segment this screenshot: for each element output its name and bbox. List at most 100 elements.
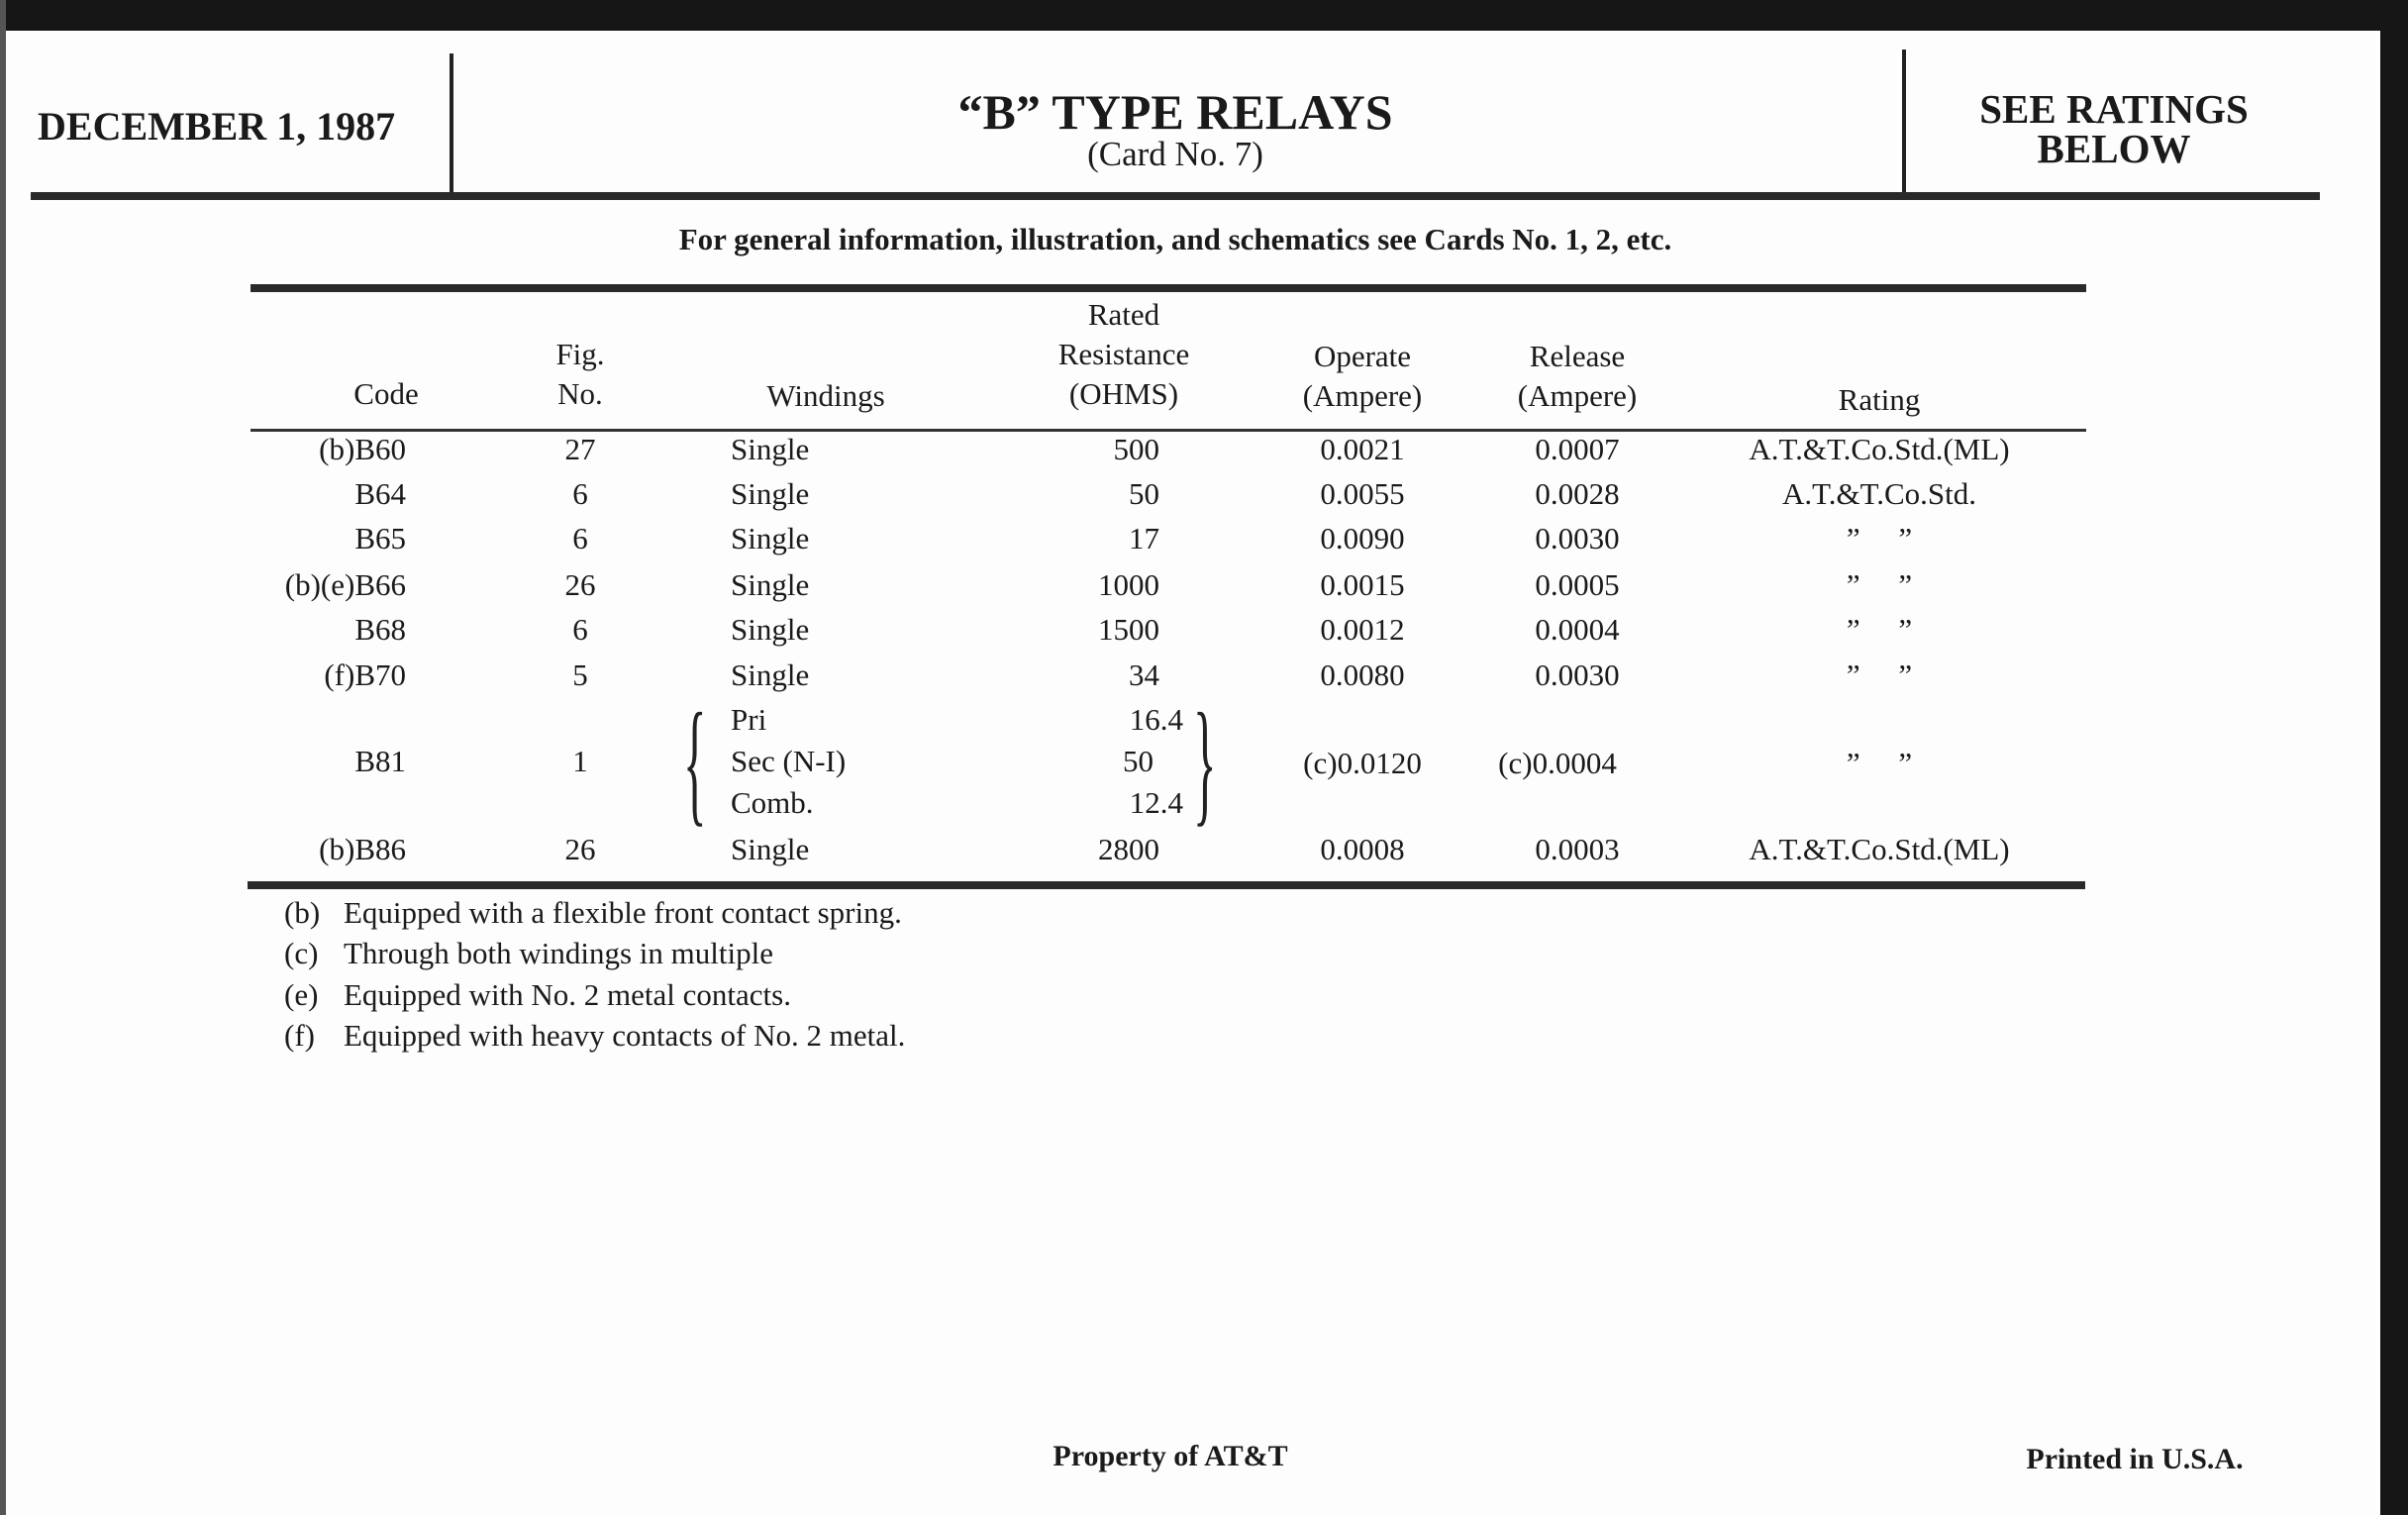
cell-release: 0.0007 [1535, 432, 1620, 466]
cell-fig: 26 [564, 567, 596, 602]
cell-release: 0.0005 [1535, 567, 1620, 602]
cell-fig: 1 [572, 744, 588, 778]
footnote-text: Equipped with No. 2 metal contacts. [344, 977, 791, 1012]
cell-fig: 27 [564, 432, 596, 466]
right-brace-icon: } [1193, 685, 1217, 839]
cell-resistance: 500 [1113, 432, 1160, 466]
cell-operate: 0.0008 [1320, 832, 1405, 866]
footnote: (f) Equipped with heavy contacts of No. 2… [284, 1018, 905, 1054]
scan-border-right [2380, 0, 2408, 1515]
cell-rating: ” ” [1846, 521, 1913, 556]
cell-code: B68 [354, 612, 406, 647]
col-resistance: Resistance [1057, 337, 1190, 371]
cell-code: B81 [354, 744, 406, 778]
cell-rating: A.T.&T.Co.Std.(ML) [1749, 432, 2010, 466]
cell-winding: Comb. [731, 785, 814, 820]
cell-resistance: 12.4 [1129, 785, 1183, 820]
cell-fig: 5 [572, 657, 588, 692]
col-operate: (Ampere) [1302, 378, 1423, 413]
cell-code: B65 [354, 521, 406, 556]
footnote: (b) Equipped with a flexible front contac… [284, 895, 902, 931]
col-code: Code [353, 376, 419, 411]
cell-resistance: 17 [1129, 521, 1159, 556]
cell-resistance: 16.4 [1129, 702, 1183, 737]
table-top-rule [251, 284, 2086, 292]
cell-fig: 6 [572, 521, 588, 556]
cell-fig: 6 [572, 476, 588, 511]
cell-resistance: 1000 [1098, 567, 1159, 602]
cell-resistance: 2800 [1098, 832, 1159, 866]
col-windings: Windings [766, 378, 885, 413]
footnote-text: Equipped with a flexible front contact s… [344, 895, 902, 930]
cell-operate: (c)0.0120 [1303, 746, 1422, 780]
footnote: (c) Through both windings in multiple [284, 936, 773, 971]
cell-fig: 6 [572, 612, 588, 647]
col-fig: No. [557, 376, 603, 411]
footnote-key: (e) [284, 977, 319, 1012]
col-release: (Ampere) [1517, 378, 1638, 413]
left-brace-icon: { [683, 685, 707, 839]
cell-winding: Sec (N-I) [731, 744, 847, 778]
col-release: Release [1529, 339, 1626, 373]
cell-rating: A.T.&T.Co.Std. [1781, 476, 1977, 511]
cell-windings: Single [731, 567, 810, 602]
header-divider [1902, 50, 1906, 196]
cell-release: 0.0030 [1535, 521, 1620, 556]
ratings-note: SEE RATINGS BELOW [1921, 86, 2307, 171]
card-title: “B” TYPE RELAYS [957, 84, 1393, 140]
card-date: DECEMBER 1, 1987 [38, 104, 396, 149]
cell-windings: Single [731, 476, 810, 511]
cell-resistance: 50 [1129, 476, 1159, 511]
cell-windings: Single [731, 521, 810, 556]
footnote-text: Equipped with heavy contacts of No. 2 me… [344, 1018, 906, 1053]
footnote-text: Through both windings in multiple [344, 936, 773, 970]
cell-winding: Pri [731, 702, 767, 737]
header-rule [31, 192, 2320, 200]
col-resistance: (OHMS) [1068, 376, 1179, 411]
cell-rating: ” ” [1846, 567, 1913, 602]
cell-release: 0.0028 [1535, 476, 1620, 511]
cell-operate: 0.0021 [1320, 432, 1405, 466]
cell-release: (c)0.0004 [1498, 746, 1617, 780]
scan-border-top [0, 0, 2408, 31]
table-header-rule [251, 429, 2086, 432]
ratings-note-line: BELOW [2037, 126, 2191, 171]
cell-code: (b)(e)B66 [284, 567, 406, 602]
footnote: (e) Equipped with No. 2 metal contacts. [284, 977, 791, 1013]
table-bottom-rule [248, 881, 2085, 889]
footnote-key: (c) [284, 936, 319, 970]
footer-printed: Printed in U.S.A. [2026, 1443, 2244, 1475]
cell-code: (b)B86 [319, 832, 406, 866]
cell-windings: Single [731, 657, 810, 692]
header-divider [450, 53, 453, 194]
cell-operate: 0.0055 [1320, 476, 1405, 511]
cell-rating: ” ” [1846, 612, 1913, 647]
card-number: (Card No. 7) [1087, 135, 1263, 173]
col-operate: Operate [1313, 339, 1412, 373]
col-resistance: Rated [1087, 297, 1160, 332]
cell-rating: ” ” [1846, 746, 1913, 780]
cell-resistance: 34 [1129, 657, 1159, 692]
intro-text: For general information, illustration, a… [678, 222, 1672, 256]
cell-operate: 0.0090 [1320, 521, 1405, 556]
cell-resistance: 1500 [1098, 612, 1159, 647]
cell-code: B64 [354, 476, 406, 511]
footer-property: Property of AT&T [1053, 1440, 1288, 1472]
cell-rating: ” ” [1846, 657, 1913, 692]
scan-border-left [0, 0, 6, 1515]
col-fig: Fig. [555, 337, 605, 371]
cell-code: (b)B60 [319, 432, 406, 466]
cell-release: 0.0003 [1535, 832, 1620, 866]
cell-windings: Single [731, 612, 810, 647]
footnote-key: (f) [284, 1018, 315, 1053]
cell-release: 0.0004 [1535, 612, 1620, 647]
cell-operate: 0.0080 [1320, 657, 1405, 692]
cell-windings: Single [731, 832, 810, 866]
cell-rating: A.T.&T.Co.Std.(ML) [1749, 832, 2010, 866]
cell-release: 0.0030 [1535, 657, 1620, 692]
cell-operate: 0.0012 [1320, 612, 1405, 647]
cell-windings: Single [731, 432, 810, 466]
ratings-note-line: SEE RATINGS [1979, 86, 2249, 132]
cell-operate: 0.0015 [1320, 567, 1405, 602]
footnote-key: (b) [284, 895, 321, 930]
